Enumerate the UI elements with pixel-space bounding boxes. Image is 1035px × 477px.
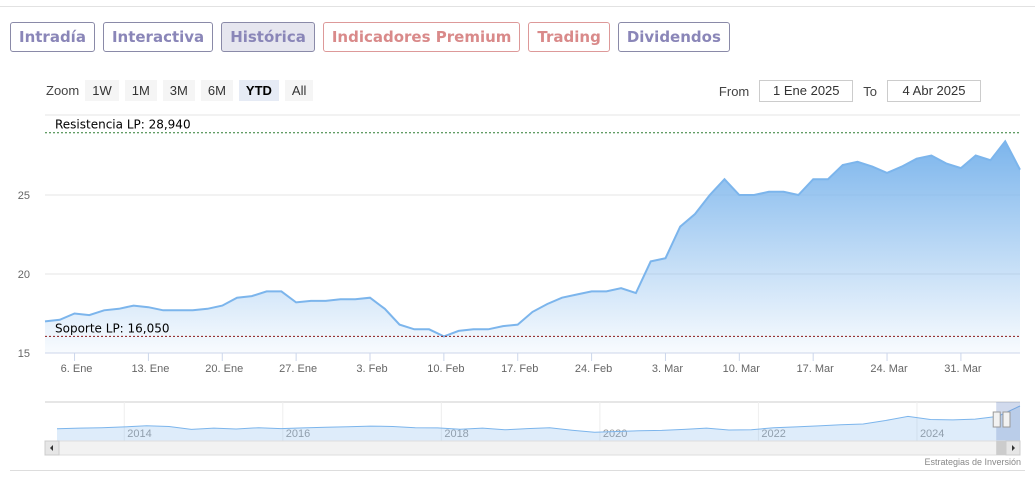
tab-indicadores-premium[interactable]: Indicadores Premium [322,22,521,52]
navigator-left-handle[interactable] [992,411,1001,428]
x-tick-label: 17. Mar [797,363,835,375]
navigator-scrollbar[interactable] [44,440,1021,456]
x-tick-label: 10. Feb [427,363,464,375]
zoom-label: Zoom [46,83,80,98]
tab-trading[interactable]: Trading [528,22,610,52]
tab-intradía[interactable]: Intradía [10,22,95,52]
tab-dividendos[interactable]: Dividendos [617,22,730,52]
x-tick-label: 24. Mar [870,363,908,375]
x-tick-label: 3. Mar [652,363,684,375]
x-tick-label: 13. Ene [131,363,169,375]
x-tick-label: 3. Feb [356,363,387,375]
scrollbar-thumb[interactable] [996,441,1006,455]
arrow-right-icon [1012,445,1015,451]
resistance-label: Resistencia LP: 28,940 [55,118,191,132]
x-tick-label: 31. Mar [944,363,982,375]
x-tick-label: 10. Mar [723,363,761,375]
navigator-year-label: 2022 [761,428,785,440]
navigator-area [57,406,1020,441]
y-tick-label: 15 [18,348,30,360]
view-tabs: Intradía Interactiva Histórica Indicadores … [10,22,730,52]
tab-histórica[interactable]: Histórica [221,22,315,52]
navigator-line [56,405,1021,433]
x-tick-label: 20. Ene [205,363,243,375]
from-label: From [718,83,750,99]
arrow-left-icon [50,445,53,451]
navigator-year-label: 2014 [127,428,151,440]
y-tick-label: 20 [18,269,30,281]
tab-interactiva[interactable]: Interactiva [102,22,214,52]
navigator-year-label: 2024 [920,428,944,440]
to-date-input[interactable]: 4 Abr 2025 [887,80,981,102]
x-tick-label: 6. Ene [61,363,93,375]
zoom-1m-button[interactable]: 1M [124,80,157,101]
top-divider [0,6,1035,7]
zoom-ytd-button[interactable]: YTD [238,80,279,101]
zoom-selector: Zoom 1W 1M 3M 6M YTD All [46,80,314,101]
to-label: To [863,83,877,99]
x-tick-label: 24. Feb [575,363,612,375]
zoom-6m-button[interactable]: 6M [200,80,233,101]
from-date-input[interactable]: 1 Ene 2025 [759,80,854,102]
x-tick-label: 27. Ene [279,363,317,375]
navigator-right-handle[interactable] [1002,411,1011,428]
zoom-all-button[interactable]: All [284,80,314,101]
support-label: Soporte LP: 16,050 [55,321,170,335]
bottom-divider [10,470,1025,471]
x-tick-label: 17. Feb [501,363,538,375]
navigator-year-label: 2016 [286,428,310,440]
y-tick-label: 25 [18,190,30,202]
zoom-1w-button[interactable]: 1W [85,80,119,101]
date-range: From 1 Ene 2025 To 4 Abr 2025 [719,80,981,102]
navigator-year-label: 2018 [444,428,468,440]
zoom-3m-button[interactable]: 3M [162,80,195,101]
chart-credit[interactable]: Estrategias de Inversión [924,457,1021,467]
price-area [45,141,1020,353]
